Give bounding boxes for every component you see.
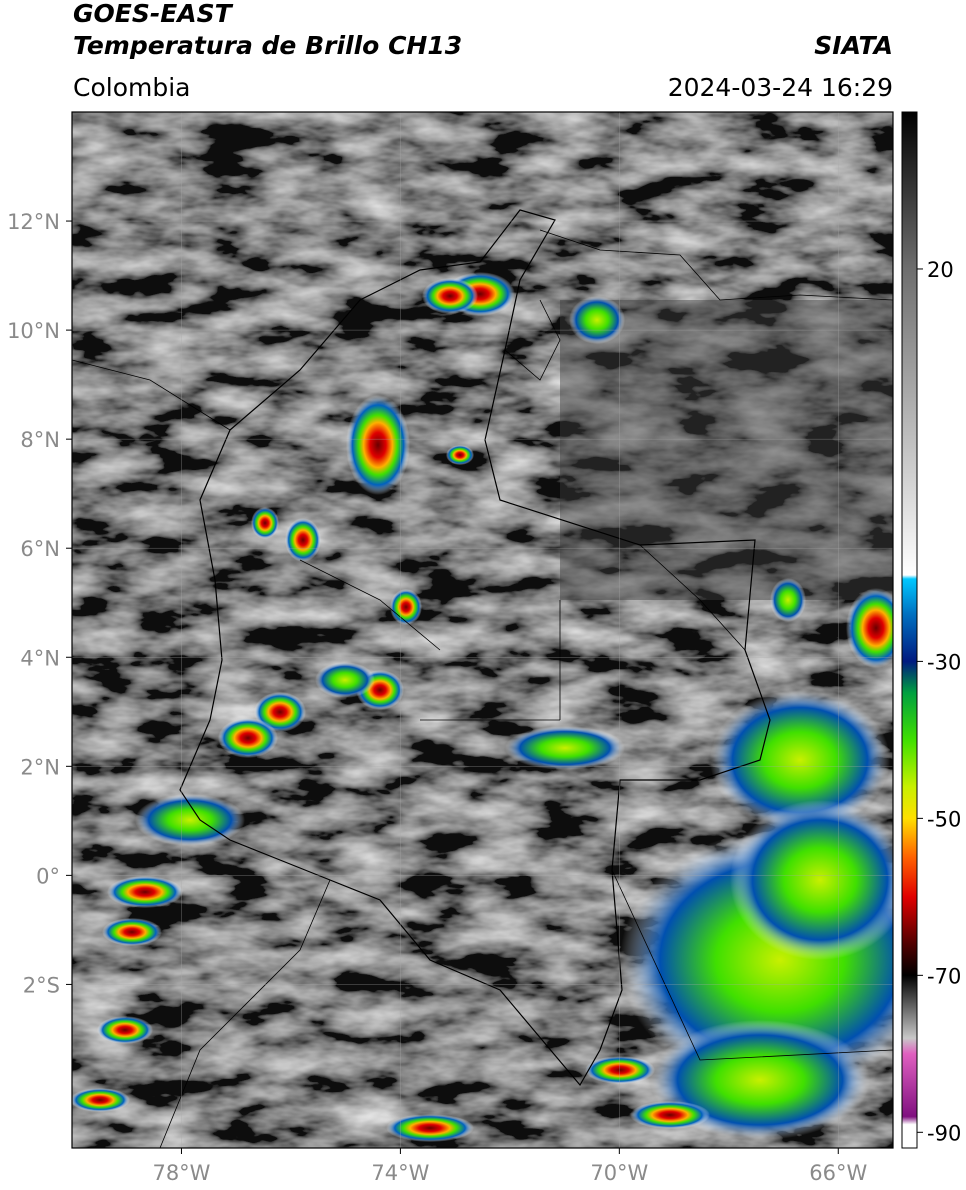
lat-tick-label: 10°N xyxy=(7,319,60,343)
country-border xyxy=(179,209,771,1087)
colorbar-tick-label: -50 xyxy=(927,807,961,831)
colorbar xyxy=(901,111,918,1149)
graticule xyxy=(72,112,893,1148)
lon-tick-label: 78°W xyxy=(152,1161,210,1185)
region-borders xyxy=(72,229,893,1148)
lat-tick-label: 12°N xyxy=(7,210,60,234)
map-frame xyxy=(71,111,894,1149)
lon-tick-label: 70°W xyxy=(590,1161,648,1185)
lat-tick-label: 4°N xyxy=(20,646,60,670)
lat-tick-label: 6°N xyxy=(20,537,60,561)
colorbar-tick-label: -70 xyxy=(927,964,961,988)
source: SIATA xyxy=(814,31,893,60)
lon-tick-label: 66°W xyxy=(809,1161,867,1185)
lat-tick-label: 8°N xyxy=(20,428,60,452)
subtitle: Temperatura de Brillo CH13 xyxy=(73,31,462,60)
datetime: 2024-03-24 16:29 xyxy=(668,73,893,102)
region: Colombia xyxy=(73,73,190,102)
lat-tick-label: 2°S xyxy=(23,973,60,997)
colorbar-tick-label: -90 xyxy=(927,1121,961,1145)
colorbar-tick-label: -30 xyxy=(927,650,961,674)
lat-tick-label: 2°N xyxy=(20,755,60,779)
colorbar-tick-label: 20 xyxy=(927,258,954,282)
title: GOES-EAST xyxy=(73,0,234,28)
lat-tick-label: 0° xyxy=(36,864,60,888)
lon-tick-label: 74°W xyxy=(371,1161,429,1185)
satellite-image xyxy=(72,112,893,1148)
